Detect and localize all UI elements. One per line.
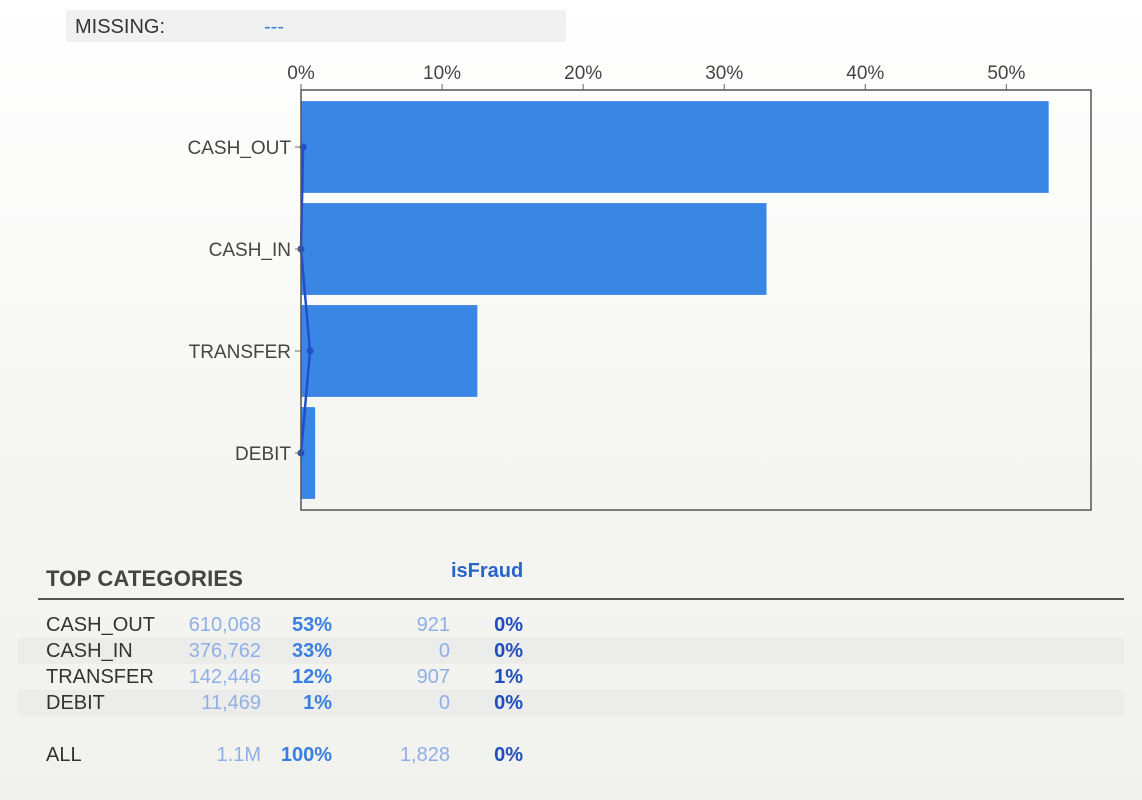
bars [301,101,1049,499]
x-tick-label: 10% [423,63,461,84]
total-percent: 100% [280,744,332,766]
bar [301,305,478,397]
row-fraud-percent: 0% [494,614,523,636]
bar [301,407,316,499]
fraud-rate-line [299,146,312,454]
row-percent: 53% [291,614,332,636]
column-header-isfraud: isFraud [451,560,524,582]
row-percent: 33% [291,640,332,662]
row-name: DEBIT [46,692,105,714]
row-count: 142,446 [188,666,261,688]
y-tick-label: CASH_OUT [188,138,292,159]
plot-frame [300,89,1092,511]
missing-value: --- [264,16,284,38]
table-row: DEBIT 11,469 1% 0 0% [18,690,1124,716]
y-tick-label: CASH_IN [209,240,291,261]
row-name: CASH_IN [46,640,133,662]
category-bar-chart: 0% 10% 20% 30% 40% 50% CASH_OUT CASH_IN TRANSFE… [188,63,1092,511]
header-divider [38,598,1124,600]
row-percent: 12% [291,666,332,688]
row-fraud-count: 0 [438,640,450,662]
bar [301,101,1049,193]
y-tick-label: DEBIT [235,444,291,465]
y-axis: CASH_OUT CASH_IN TRANSFER DEBIT [188,138,301,465]
row-name: TRANSFER [46,666,154,688]
row-fraud-count: 0 [438,692,450,714]
row-fraud-percent: 1% [494,666,523,688]
x-tick-label: 30% [705,63,743,84]
total-count: 1.1M [216,744,261,766]
row-count: 11,469 [201,692,261,714]
table-row: CASH_OUT 610,068 53% 921 0% [18,612,1124,638]
x-tick-label: 40% [846,63,884,84]
x-tick-label: 50% [987,63,1025,84]
row-percent: 1% [303,692,332,714]
bar [301,203,767,295]
row-fraud-percent: 0% [494,692,523,714]
total-name: ALL [46,744,82,766]
total-fraud-count: 1,828 [399,744,450,766]
line-point [306,347,314,355]
missing-label: MISSING: [75,16,166,38]
x-axis: 0% 10% 20% 30% 40% 50% [287,63,1025,90]
table-row: CASH_IN 376,762 33% 0 0% [18,638,1124,664]
table-title: TOP CATEGORIES [46,566,244,591]
x-tick-label: 20% [564,63,602,84]
row-fraud-count: 907 [416,666,450,688]
table-total-row: ALL 1.1M 100% 1,828 0% [18,742,1124,768]
total-fraud-percent: 0% [494,744,523,766]
row-fraud-percent: 0% [494,640,523,662]
y-tick-label: TRANSFER [189,342,291,363]
row-name: CASH_OUT [46,614,155,636]
x-tick-label: 0% [287,63,315,84]
row-fraud-count: 921 [416,614,450,636]
missing-summary: MISSING: --- [66,10,566,42]
table-row: TRANSFER 142,446 12% 907 1% [18,664,1124,690]
row-count: 610,068 [188,614,261,636]
row-count: 376,762 [188,640,261,662]
